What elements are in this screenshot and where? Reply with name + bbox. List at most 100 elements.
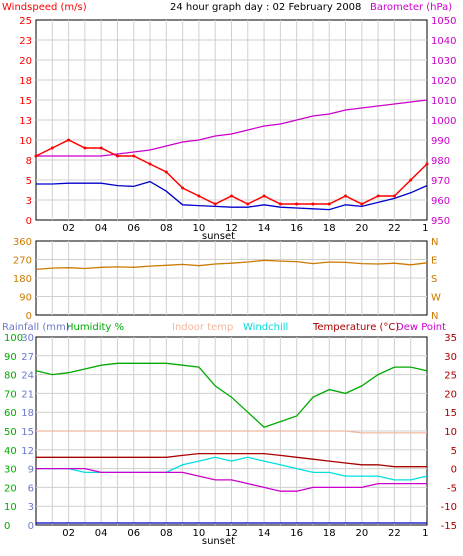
x-tick-label: 10	[193, 528, 206, 539]
wind-left-tick: 10	[19, 136, 32, 147]
wind-right-tick: 1000	[431, 116, 456, 127]
wind-right-tick: 1040	[431, 36, 456, 47]
rainfall-tick: 15	[21, 427, 34, 438]
wind-left-tick: 23	[19, 36, 32, 47]
wind-right-tick: 960	[431, 196, 450, 207]
temperature-tick: 15	[444, 408, 457, 419]
windspeed-point	[295, 202, 299, 206]
dir-left-tick: 90	[19, 293, 32, 304]
rainfall-tick: 18	[21, 408, 34, 419]
wind-direction-line	[35, 259, 428, 271]
barometer-line	[36, 99, 428, 157]
x-tick-label: 18	[323, 528, 336, 539]
wind-left-tick: 25	[19, 16, 32, 27]
x-tick-label: 08	[160, 223, 173, 234]
dir-left-tick: 180	[13, 274, 32, 285]
windspeed-point	[311, 202, 315, 206]
dir-left-tick: 0	[26, 311, 32, 322]
wind-left-tick: 5	[26, 176, 32, 187]
windspeed-point	[132, 154, 136, 158]
temperature-tick: -15	[441, 521, 457, 532]
x-tick-label: 08	[160, 528, 173, 539]
wind-right-tick: 1050	[431, 16, 456, 27]
windspeed-point	[148, 162, 152, 166]
windspeed-point	[376, 194, 380, 198]
humidity-tick: 40	[4, 446, 17, 457]
wind-right-tick: 1030	[431, 56, 456, 67]
rainfall-tick: 3	[28, 502, 34, 513]
sunset-label: sunset	[202, 231, 235, 242]
sunset-label: sunset	[202, 536, 235, 547]
rainfall-tick: 0	[28, 521, 34, 532]
rainfall-tick: 27	[21, 352, 34, 363]
x-tick-label: 22	[388, 528, 401, 539]
temperature-legend: Temperature (°C)	[312, 322, 399, 333]
wind-right-tick: 980	[431, 156, 450, 167]
wind-left-tick: 3	[26, 196, 32, 207]
windchill-legend: Windchill	[243, 322, 288, 333]
wind-right-tick: 990	[431, 136, 450, 147]
dir-left-tick: 270	[13, 256, 32, 267]
temperature-tick: -5	[447, 483, 457, 494]
x-tick-label: 02	[62, 528, 75, 539]
dewpoint-line	[36, 467, 427, 492]
windspeed-point	[278, 202, 282, 206]
temperature-tick: 35	[444, 333, 457, 344]
x-tick-label: 18	[323, 223, 336, 234]
dir-right-tick: S	[431, 274, 437, 285]
rainfall-tick: 21	[21, 389, 34, 400]
windspeed-point	[409, 178, 413, 182]
wind-left-tick: 15	[19, 96, 32, 107]
wind-right-tick: 1020	[431, 76, 456, 87]
windspeed-point	[164, 170, 168, 174]
wind-left-tick: 8	[26, 156, 32, 167]
windspeed-point	[83, 146, 87, 150]
x-tick-label: 22	[388, 223, 401, 234]
x-tick-label: 06	[127, 223, 140, 234]
wind-left-tick: 18	[19, 76, 32, 87]
x-tick-label: 1	[422, 223, 428, 234]
x-tick-label: 16	[290, 223, 303, 234]
x-tick-label: 04	[95, 223, 108, 234]
windspeed-axis-title: Windspeed (m/s)	[2, 2, 87, 13]
windspeed-point	[230, 194, 233, 198]
windspeed-point	[34, 154, 38, 158]
windspeed-point	[425, 162, 429, 166]
rainfall-legend: Rainfall (mm)	[2, 322, 70, 333]
windspeed-point	[181, 186, 185, 190]
humidity-tick: 90	[4, 352, 17, 363]
wind-left-tick: 0	[26, 216, 32, 227]
wind-right-tick: 970	[431, 176, 450, 187]
temperature-tick: -10	[441, 502, 457, 513]
humidity-tick: 60	[4, 408, 17, 419]
windspeed-point	[392, 194, 396, 198]
rainfall-tick: 12	[21, 446, 34, 457]
wind-left-tick: 13	[19, 116, 32, 127]
windspeed-point	[197, 194, 201, 198]
humidity-line	[35, 362, 428, 428]
wind-left-tick: 20	[19, 56, 32, 67]
windspeed-point	[262, 194, 266, 198]
humidity-tick: 70	[4, 389, 17, 400]
humidity-tick: 30	[4, 465, 17, 476]
chart-title: 24 hour graph day : 02 February 2008	[170, 2, 361, 13]
wind-right-tick: 950	[431, 216, 450, 227]
humidity-tick: 0	[4, 521, 10, 532]
humidity-tick: 10	[4, 502, 17, 513]
x-tick-label: 12	[225, 528, 238, 539]
indoor-temp-line	[36, 430, 427, 434]
dir-left-tick: 360	[13, 237, 32, 248]
x-tick-label: 02	[62, 223, 75, 234]
windspeed-point	[99, 146, 103, 150]
dir-right-tick: N	[431, 237, 438, 248]
x-tick-label: 20	[355, 223, 368, 234]
humidity-tick: 50	[4, 427, 17, 438]
temperature-tick: 20	[444, 389, 457, 400]
windspeed-point	[213, 202, 217, 206]
dir-right-tick: E	[431, 256, 437, 267]
windspeed-point	[327, 202, 331, 206]
temperature-tick: 30	[444, 352, 457, 363]
rainfall-tick: 30	[21, 333, 34, 344]
x-tick-label: 12	[225, 223, 238, 234]
x-tick-label: 1	[422, 528, 428, 539]
